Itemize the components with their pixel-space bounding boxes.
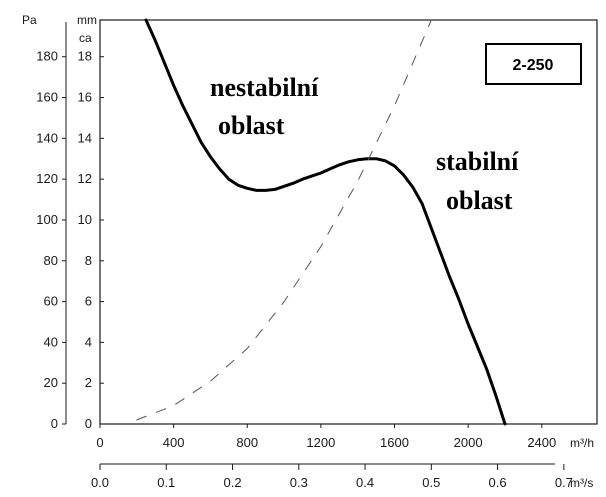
flow-h-unit-label: m³/h <box>570 436 594 450</box>
flow-h-tick-label: 2400 <box>527 435 556 450</box>
flow-h-tick-label: 400 <box>163 435 185 450</box>
mm-unit-label: mm <box>77 13 97 27</box>
pa-tick-label: 80 <box>44 253 58 268</box>
model-badge-label: 2-250 <box>513 57 554 74</box>
plot-frame <box>99 19 598 425</box>
mm-tick-label: 14 <box>78 130 92 145</box>
mm-tick-label: 4 <box>85 334 92 349</box>
pa-tick-label: 160 <box>36 90 58 105</box>
fan-pressure-curve <box>144 18 507 426</box>
flow-s-tick-label: 0.5 <box>422 475 440 490</box>
pa-tick-label: 100 <box>36 212 58 227</box>
flow-s-tick-group: 0.0 0.1 0.2 0.3 0.4 0.5 0.6 0.7 <box>91 464 573 490</box>
pa-tick-label: 120 <box>36 171 58 186</box>
mm-tick-label: 16 <box>78 90 92 105</box>
pa-tick-label: 20 <box>44 375 58 390</box>
unstable-region-label-1: nestabilní <box>210 73 319 102</box>
ca-unit-label: ca <box>79 31 92 45</box>
pa-tick-label: 60 <box>44 294 58 309</box>
mm-tick-label: 0 <box>85 416 92 431</box>
pa-tick-label: 140 <box>36 130 58 145</box>
flow-s-tick-label: 0.6 <box>489 475 507 490</box>
mm-tick-group: 0 2 4 6 8 10 12 14 16 18 <box>78 49 104 431</box>
flow-s-tick-label: 0.0 <box>91 475 109 490</box>
model-badge-box <box>485 43 582 85</box>
flow-s-unit-label: m³/s <box>570 476 593 490</box>
pa-tick-label: 40 <box>44 334 58 349</box>
flow-h-tick-group: 0 400 800 1200 1600 2000 2400 <box>96 424 556 450</box>
flow-s-tick-label: 0.3 <box>290 475 308 490</box>
flow-s-tick-label: 0.1 <box>157 475 175 490</box>
system-curve-dashed <box>136 19 432 421</box>
mm-tick-label: 2 <box>85 375 92 390</box>
stable-region-label-1: stabilní <box>436 147 519 176</box>
flow-h-tick-label: 1600 <box>380 435 409 450</box>
pa-tick-group: 0 20 40 60 80 100 120 140 160 180 <box>36 49 66 431</box>
unstable-region-label-2: oblast <box>218 111 285 140</box>
flow-s-tick-label: 0.4 <box>356 475 374 490</box>
pa-tick-label: 180 <box>36 49 58 64</box>
stable-region-label-2: oblast <box>446 186 513 215</box>
mm-tick-label: 12 <box>78 171 92 186</box>
flow-h-tick-label: 1200 <box>306 435 335 450</box>
mm-tick-label: 10 <box>78 212 92 227</box>
flow-h-tick-label: 800 <box>236 435 258 450</box>
pa-unit-label: Pa <box>22 13 37 27</box>
curve-group <box>136 18 507 426</box>
flow-h-tick-label: 0 <box>96 435 103 450</box>
mm-tick-label: 18 <box>78 49 92 64</box>
flow-s-tick-label: 0.7 <box>555 475 573 490</box>
mm-tick-label: 8 <box>85 253 92 268</box>
mm-tick-label: 6 <box>85 294 92 309</box>
pa-tick-label: 0 <box>51 416 58 431</box>
flow-s-tick-label: 0.2 <box>223 475 241 490</box>
flow-h-tick-label: 2000 <box>454 435 483 450</box>
